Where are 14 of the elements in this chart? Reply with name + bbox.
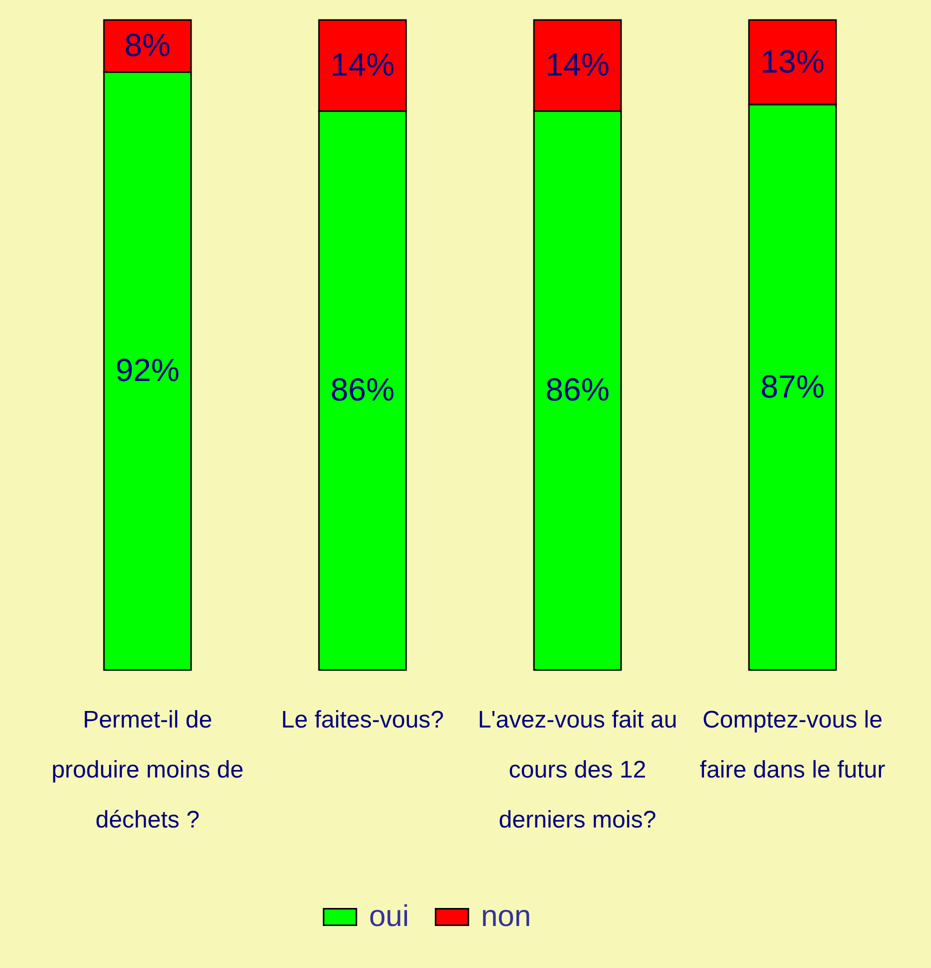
legend-label: oui — [369, 900, 410, 933]
x-tick-label: Le faites-vous? — [281, 706, 444, 734]
data-label: 13% — [760, 43, 825, 80]
data-label: 86% — [545, 372, 610, 408]
data-label: 87% — [760, 368, 825, 404]
data-label: 14% — [545, 46, 610, 82]
x-tick-label: Comptez-vous le faire dans le futur — [700, 706, 886, 784]
data-label: 8% — [124, 27, 171, 63]
data-label: 86% — [330, 372, 395, 408]
data-label: 14% — [330, 46, 395, 82]
x-tick-label: Permet-il de produire moins de déchets ? — [51, 706, 244, 834]
data-label: 92% — [115, 352, 180, 388]
legend-label: non — [481, 900, 532, 933]
x-tick-label: L'avez-vous fait au cours des 12 derniers mois? — [478, 706, 678, 834]
